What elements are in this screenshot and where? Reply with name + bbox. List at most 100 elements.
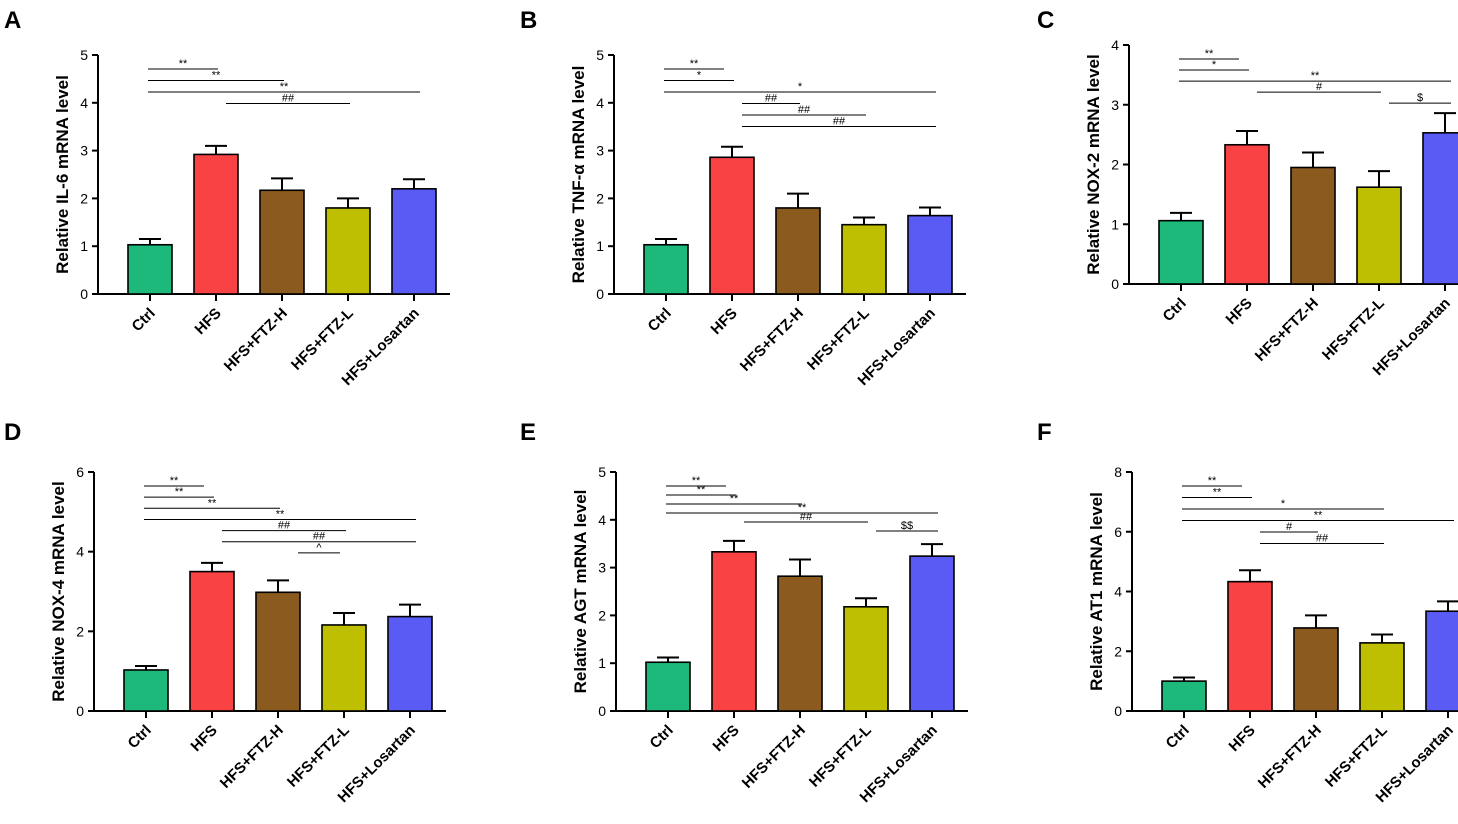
y-tick-label: 0	[1111, 276, 1119, 292]
y-tick-label: 4	[1114, 584, 1122, 600]
y-axis-label: Relative IL-6 mRNA level	[53, 75, 72, 274]
x-tick-label: HFS	[1226, 722, 1259, 755]
x-tick-label: HFS+FTZ-H	[217, 722, 287, 792]
panel-letter: E	[520, 419, 536, 446]
y-axis-label: Relative AT1 mRNA level	[1087, 492, 1106, 691]
x-tick-label: HFS+FTZ-L	[288, 305, 357, 374]
y-tick-label: 2	[596, 190, 604, 206]
significance-label: ^	[316, 542, 322, 554]
significance-label: ##	[278, 520, 291, 532]
y-tick-label: 5	[596, 47, 604, 63]
significance-label: **	[798, 502, 807, 514]
y-tick-label: 3	[80, 143, 88, 159]
x-tick-label: HFS+FTZ-L	[804, 305, 873, 374]
y-tick-label: 4	[1111, 37, 1119, 53]
y-tick-label: 4	[76, 544, 84, 560]
x-tick-label: Ctrl	[645, 305, 675, 335]
x-tick-label: HFS	[708, 305, 741, 338]
x-tick-label: Ctrl	[1163, 722, 1193, 752]
x-tick-label: HFS	[192, 305, 225, 338]
significance-label: **	[1314, 510, 1323, 522]
y-tick-label: 1	[80, 238, 88, 254]
bar	[1290, 166, 1336, 285]
y-tick-label: 3	[598, 560, 606, 576]
y-tick-label: 1	[596, 238, 604, 254]
significance-label: **	[208, 497, 217, 509]
panel-letter: D	[4, 419, 21, 446]
bar	[193, 153, 239, 295]
significance-label: **	[179, 58, 188, 70]
bar	[189, 570, 235, 712]
y-tick-label: 2	[1111, 157, 1119, 173]
significance-label: *	[697, 70, 702, 82]
chart-panel-D: D 0 2 4 6 Relative NOX-4 mRNA level Ctrl HFS HFS…	[0, 412, 486, 824]
x-tick-label: Ctrl	[1160, 295, 1190, 325]
significance-label: ##	[1316, 533, 1329, 545]
bar	[1293, 627, 1339, 712]
x-tick-label: HFS	[188, 722, 221, 755]
significance-label: **	[170, 475, 179, 487]
bar	[645, 661, 691, 712]
bar	[321, 624, 367, 712]
significance-label: ##	[833, 116, 846, 128]
y-tick-label: 3	[1111, 97, 1119, 113]
y-tick-label: 1	[1111, 216, 1119, 232]
x-tick-label: HFS+FTZ-H	[221, 305, 291, 375]
y-tick-label: 0	[80, 286, 88, 302]
chart-panel-A: A 0 1 2 3 4 5 Relative IL-6 mRNA level Ctrl HFS HF…	[0, 0, 486, 412]
y-tick-label: 0	[76, 703, 84, 719]
bar	[325, 207, 371, 295]
significance-label: **	[1205, 48, 1214, 60]
y-tick-label: 6	[1114, 524, 1122, 540]
x-tick-label: HFS+FTZ-L	[1322, 722, 1391, 791]
significance-label: $	[1417, 92, 1423, 104]
x-tick-label: Ctrl	[125, 722, 155, 752]
y-tick-label: 0	[1114, 703, 1122, 719]
y-axis-label: Relative TNF-α mRNA level	[569, 66, 588, 284]
significance-label: ##	[765, 93, 778, 105]
x-tick-label: Ctrl	[129, 305, 159, 335]
panel-letter: F	[1037, 419, 1052, 446]
y-tick-label: 4	[596, 95, 604, 111]
x-tick-label: HFS+FTZ-H	[1252, 295, 1322, 365]
y-tick-label: 0	[596, 286, 604, 302]
x-tick-label: Ctrl	[647, 722, 677, 752]
bar	[709, 156, 755, 295]
y-tick-label: 0	[598, 703, 606, 719]
x-tick-label: HFS+FTZ-H	[739, 722, 809, 792]
bar	[711, 551, 757, 712]
significance-label: **	[697, 484, 706, 496]
bar	[255, 591, 301, 712]
bar	[1359, 642, 1405, 712]
significance-label: *	[1212, 59, 1217, 71]
y-axis-label: Relative NOX-2 mRNA level	[1084, 54, 1103, 274]
x-tick-label: HFS+FTZ-H	[737, 305, 807, 375]
significance-label: $$	[901, 520, 913, 532]
significance-label: ##	[313, 531, 326, 543]
panel-letter: C	[1037, 7, 1054, 34]
significance-label: **	[692, 475, 701, 487]
chart-panel-F: F 0 2 4 6 8 Relative AT1 mRNA level Ctrl HFS HFS+…	[1033, 412, 1458, 824]
bar	[907, 214, 953, 295]
panel-letter: B	[520, 7, 537, 34]
y-tick-label: 3	[596, 143, 604, 159]
bar	[843, 605, 889, 712]
bar	[643, 243, 689, 295]
bar	[1158, 219, 1204, 285]
bar	[1356, 186, 1402, 285]
y-tick-label: 4	[598, 512, 606, 528]
y-tick-label: 8	[1114, 464, 1122, 480]
y-tick-label: 5	[80, 47, 88, 63]
y-axis-label: Relative AGT mRNA level	[571, 490, 590, 694]
significance-label: **	[212, 70, 221, 82]
x-tick-label: HFS+FTZ-H	[1255, 722, 1325, 792]
significance-label: #	[1286, 521, 1293, 533]
significance-label: **	[1208, 475, 1217, 487]
significance-label: *	[1281, 498, 1286, 510]
bar	[1161, 680, 1207, 712]
